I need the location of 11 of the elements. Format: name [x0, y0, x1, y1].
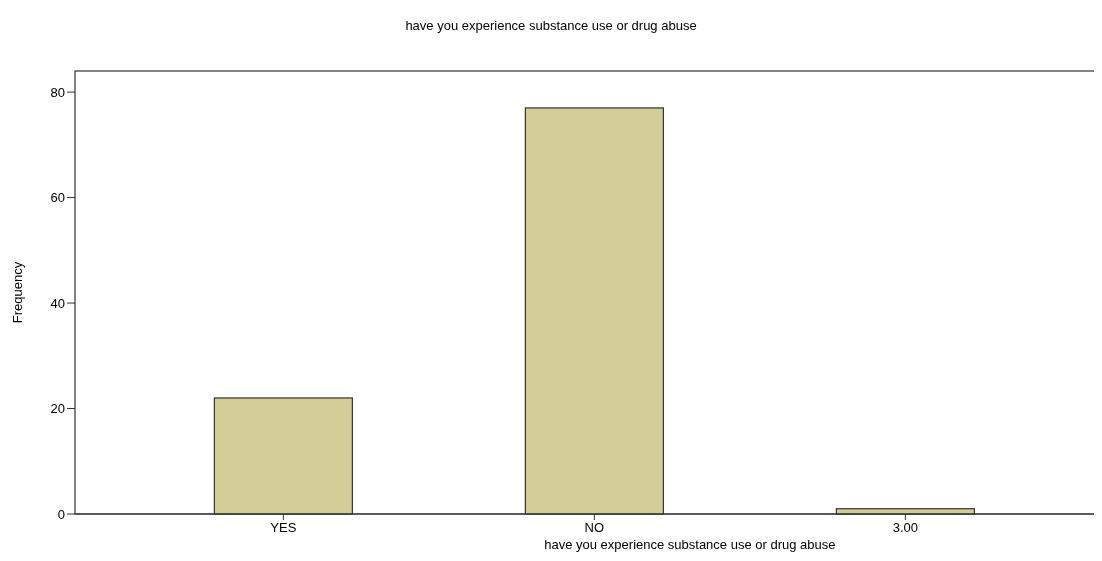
y-tick-label: 20 — [50, 401, 65, 417]
y-tick-label: 60 — [50, 190, 65, 206]
x-tick-label: YES — [270, 520, 297, 535]
chart-title: have you experience substance use or drug abuse — [405, 18, 697, 33]
y-axis-title: Frequency — [10, 261, 25, 324]
x-tick-label: 3.00 — [892, 520, 919, 535]
y-tick-label: 0 — [57, 506, 65, 522]
x-axis-title: have you experience substance use or drug abuse — [544, 537, 836, 552]
y-tick-label: 80 — [50, 84, 65, 100]
y-tick-label: 40 — [50, 295, 65, 311]
x-tick-label: NO — [584, 520, 605, 535]
